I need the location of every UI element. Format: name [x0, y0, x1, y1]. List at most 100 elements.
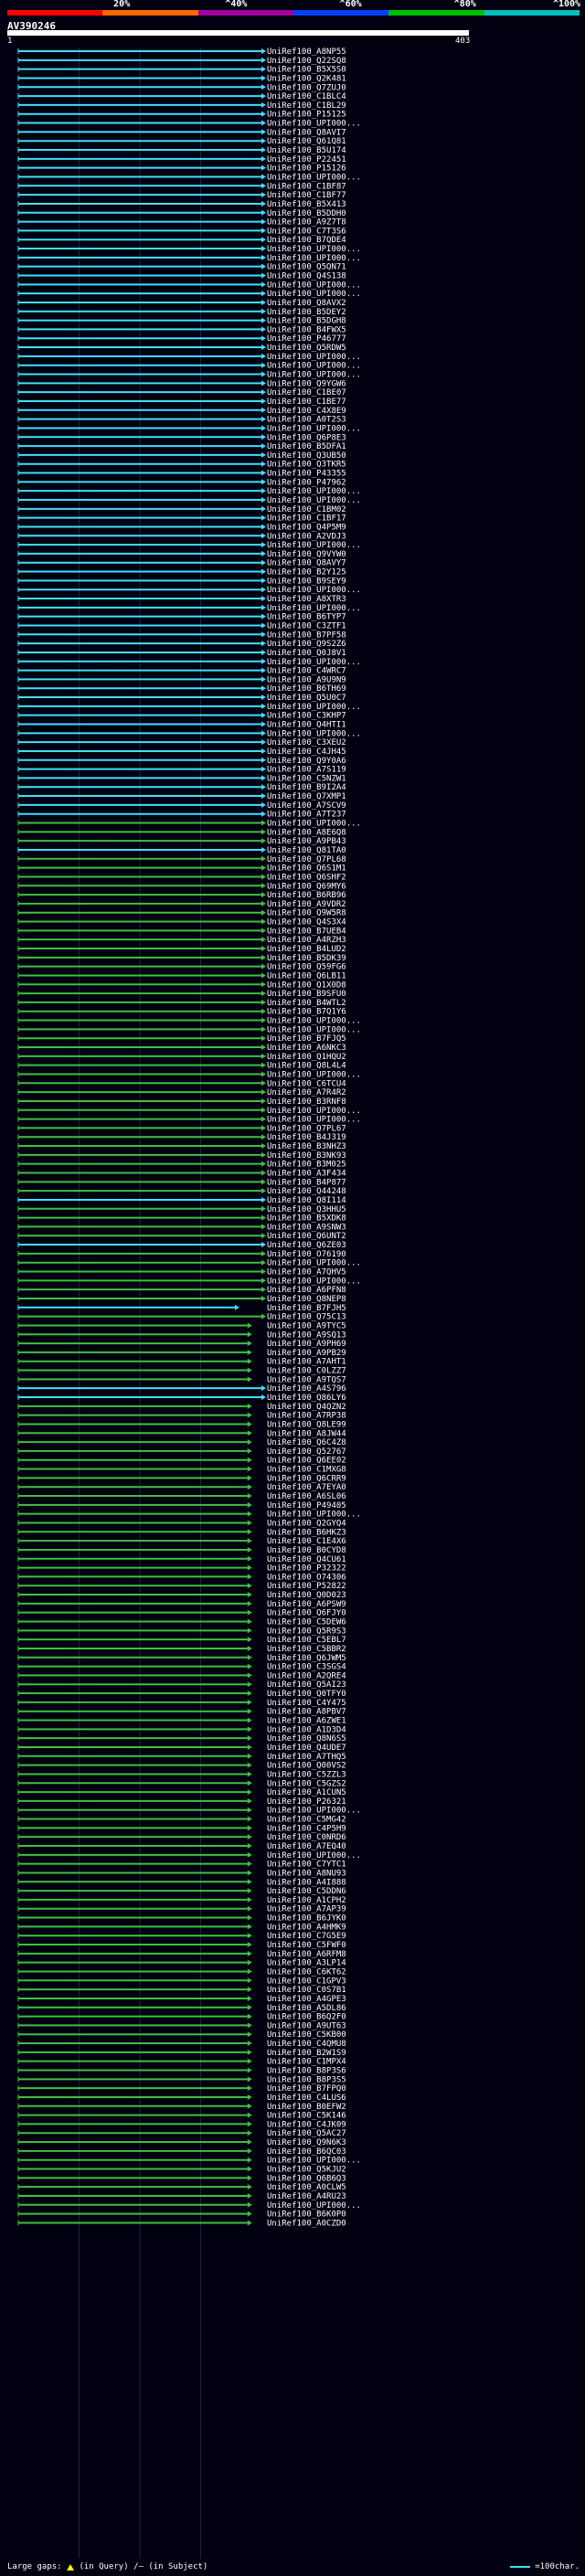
hit-end-arrow [247, 1860, 252, 1867]
hit-label: UniRef100_UPI000... [267, 290, 361, 299]
hit-label: UniRef100_B5U174 [267, 146, 346, 155]
hit-label: UniRef100_A8XTR3 [267, 595, 346, 604]
hit-end-arrow [261, 1026, 266, 1033]
hit-end-arrow [247, 1457, 252, 1463]
hit-label: UniRef100_C5EBL7 [267, 1636, 346, 1645]
hit-label: UniRef100_Q6UNT2 [267, 1232, 346, 1241]
hit-end-arrow [261, 434, 266, 440]
hit-end-arrow [261, 57, 266, 63]
hit-end-arrow [261, 1268, 266, 1275]
hit-end-arrow [261, 900, 266, 906]
hit-end-arrow [247, 2031, 252, 2038]
hit-end-arrow [261, 407, 266, 413]
hit-label: UniRef100_UPI000... [267, 487, 361, 496]
hit-label: UniRef100_B5XDK8 [267, 1214, 346, 1224]
hit-end-arrow [261, 200, 266, 207]
hit-end-arrow [247, 1484, 252, 1490]
hit-end-arrow [247, 1825, 252, 1831]
hit-label: UniRef100_Q9S2Z6 [267, 640, 346, 649]
hit-label: UniRef100_C1BE77 [267, 398, 346, 407]
hit-end-arrow [247, 1447, 252, 1454]
hit-label: UniRef100_C4QMU8 [267, 2040, 346, 2049]
hit-end-arrow [261, 1151, 266, 1158]
hit-end-arrow [247, 1977, 252, 1984]
hit-label: UniRef100_C7G5E9 [267, 1932, 346, 1941]
hit-label: UniRef100_UPI000... [267, 254, 361, 263]
hit-end-arrow [247, 1870, 252, 1876]
hit-end-arrow [261, 1188, 266, 1194]
hit-end-arrow [247, 1600, 252, 1606]
hit-end-arrow [247, 1797, 252, 1804]
hit-end-arrow [261, 918, 266, 925]
hit-label: UniRef100_A8E6Q8 [267, 828, 346, 837]
hit-end-arrow [261, 362, 266, 368]
hit-label: UniRef100_A9SNW3 [267, 1223, 346, 1232]
hit-end-arrow [247, 1717, 252, 1723]
hit-end-arrow [261, 237, 266, 243]
query-bar [7, 30, 469, 36]
hit-end-arrow [247, 1942, 252, 1948]
hit-end-arrow [247, 1341, 252, 1347]
hit-end-arrow [261, 658, 266, 664]
hit-end-arrow [261, 299, 266, 305]
hit-label: UniRef100_Q8L4L4 [267, 1062, 346, 1071]
hit-end-arrow [247, 2220, 252, 2226]
hit-label: UniRef100_B6K0P0 [267, 2210, 346, 2220]
hit-end-arrow [247, 2094, 252, 2100]
hit-label: UniRef100_B5DDH0 [267, 209, 346, 218]
hit-label: UniRef100_A9VDR2 [267, 900, 346, 909]
hit-label: UniRef100_B7FJQ5 [267, 1034, 346, 1044]
hit-end-arrow [247, 1807, 252, 1813]
hit-end-arrow [247, 1358, 252, 1364]
hit-label: UniRef100_A4HMK9 [267, 1923, 346, 1932]
hit-label: UniRef100_A7AP39 [267, 1905, 346, 1914]
hit-end-arrow [261, 855, 266, 862]
hit-end-arrow [247, 2210, 252, 2217]
hit-end-arrow [261, 263, 266, 270]
hit-end-arrow [261, 1008, 266, 1014]
hit-label: UniRef100_A9PB43 [267, 837, 346, 846]
hit-end-arrow [247, 1888, 252, 1894]
scale-segment [292, 10, 389, 16]
hit-end-arrow [261, 883, 266, 889]
hit-label: UniRef100_Q00VS2 [267, 1762, 346, 1771]
hit-label: UniRef100_Q4CU61 [267, 1555, 346, 1564]
hit-label: UniRef100_C4P5H9 [267, 1824, 346, 1833]
hit-label: UniRef100_O74306 [267, 1573, 346, 1582]
hit-label: UniRef100_Q4QZN2 [267, 1403, 346, 1412]
hit-label: UniRef100_A9PH69 [267, 1340, 346, 1349]
hit-end-arrow [261, 587, 266, 593]
hit-end-arrow [247, 1789, 252, 1796]
hit-label: UniRef100_A3LP14 [267, 1959, 346, 1968]
hit-label: UniRef100_A7THQ5 [267, 1753, 346, 1762]
hit-label: UniRef100_B3M025 [267, 1161, 346, 1170]
hit-label: UniRef100_C5FWF0 [267, 1941, 346, 1950]
legend-scale: =100char. [505, 2562, 580, 2572]
hit-end-arrow [247, 1501, 252, 1508]
scale-labels: 20% ^40% ^60% ^80% ^100% [0, 0, 585, 9]
hit-end-arrow [261, 75, 266, 81]
hit-end-arrow [247, 1430, 252, 1436]
hit-end-arrow [261, 559, 266, 566]
hit-label: UniRef100_Q0TFY0 [267, 1690, 346, 1699]
hit-label: UniRef100_A8JW44 [267, 1429, 346, 1438]
hit-label: UniRef100_Q8N6S5 [267, 1734, 346, 1744]
legend-subject-text: /— (in Subject) [133, 2562, 208, 2571]
hit-label: UniRef100_Q44248 [267, 1187, 346, 1196]
hit-label: UniRef100_P22451 [267, 155, 346, 164]
legend: Large gaps: (in Query) /— (in Subject) =… [7, 2562, 580, 2573]
hit-label: UniRef100_UPI000... [267, 245, 361, 254]
hit-label: UniRef100_UPI000... [267, 353, 361, 362]
hit-end-arrow [247, 1376, 252, 1383]
hit-label: UniRef100_B5DGH8 [267, 317, 346, 326]
hit-end-arrow [261, 747, 266, 754]
hit-label: UniRef100_B9SFU0 [267, 990, 346, 999]
hit-label: UniRef100_Q8I114 [267, 1196, 346, 1205]
hit-label: UniRef100_P15126 [267, 164, 346, 174]
scale-label: 20% [113, 0, 131, 9]
hit-end-arrow [261, 120, 266, 126]
hit-label: UniRef100_A7AHT1 [267, 1358, 346, 1367]
query-gap-arrow-icon [67, 2563, 75, 2571]
hit-label: UniRef100_B6TYP7 [267, 613, 346, 622]
hit-label: UniRef100_P43355 [267, 470, 346, 479]
